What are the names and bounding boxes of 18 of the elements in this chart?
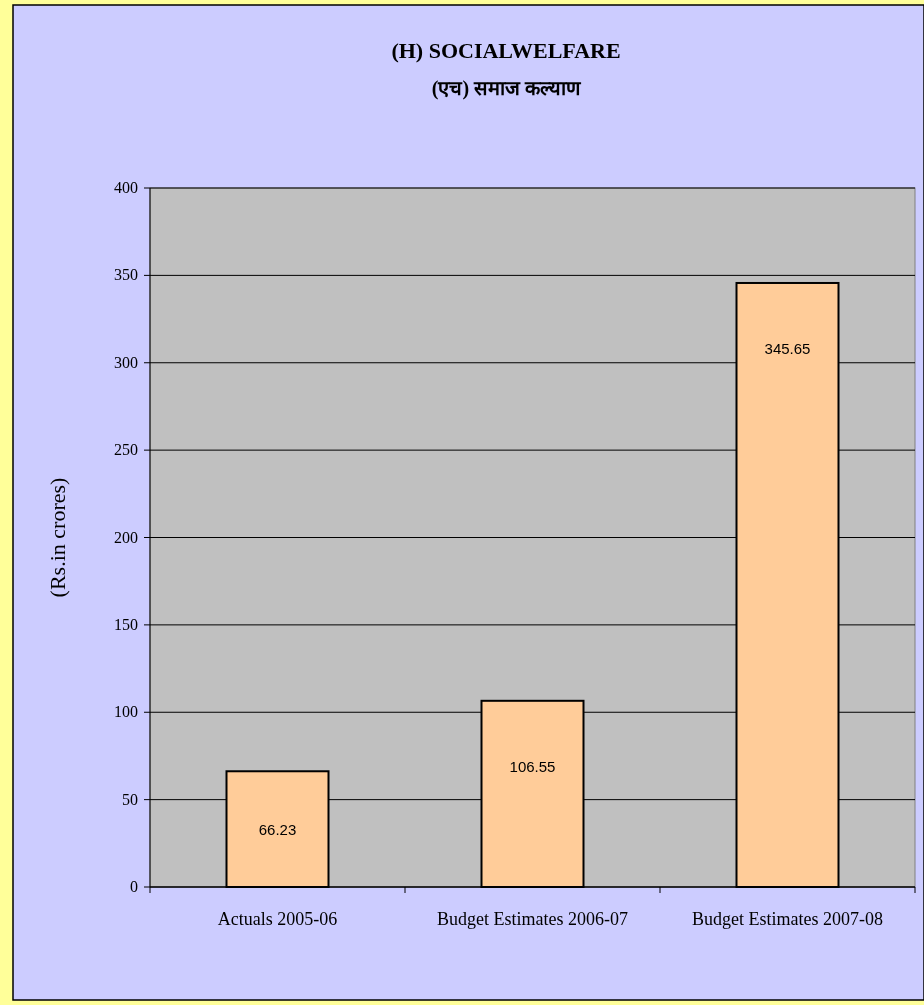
x-tick-label: Budget Estimates 2006-07: [437, 909, 628, 929]
y-tick-label: 400: [114, 179, 138, 196]
data-label: 106.55: [509, 757, 556, 775]
y-tick-label: 0: [130, 878, 138, 895]
y-axis-title: (Rs.in crores): [45, 477, 70, 598]
y-tick-label: 250: [114, 441, 138, 459]
data-label: 66.23: [258, 821, 297, 839]
chart-title: (H) SOCIALWELFARE: [391, 38, 621, 63]
chart-subtitle: (एच) समाज कल्याण: [431, 77, 583, 100]
x-tick-label: Budget Estimates 2007-08: [692, 909, 883, 929]
y-tick-label: 200: [114, 528, 138, 546]
y-tick-label: 300: [114, 353, 138, 371]
y-tick-label: 150: [114, 615, 138, 633]
y-tick-label: 350: [114, 266, 138, 284]
y-tick-label: 50: [122, 790, 138, 808]
y-tick-label: 100: [114, 703, 138, 721]
data-label: 345.65: [764, 339, 811, 357]
x-tick-label: Actuals 2005-06: [217, 909, 338, 929]
